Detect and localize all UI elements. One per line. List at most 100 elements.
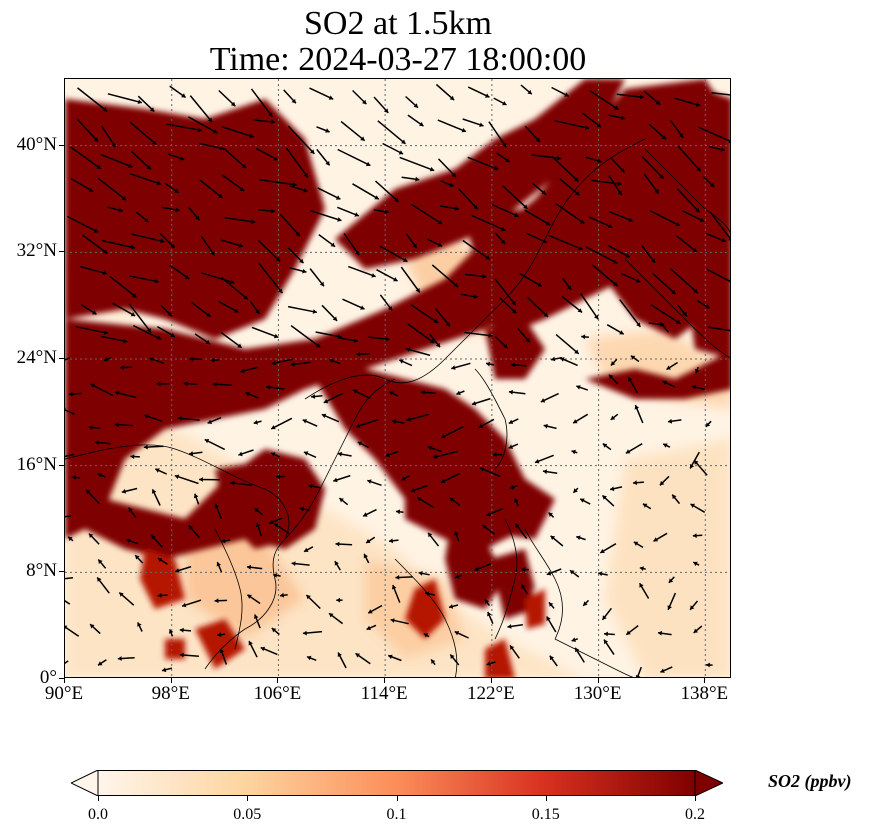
- wind-arrow-head: [339, 498, 344, 503]
- wind-arrow: [591, 264, 619, 287]
- wind-arrow: [200, 272, 235, 284]
- wind-arrow-head: [214, 598, 219, 604]
- wind-arrow: [591, 179, 622, 186]
- wind-arrow: [189, 95, 213, 123]
- wind-arrow-head: [610, 486, 615, 492]
- wind-arrow-head: [693, 561, 698, 567]
- wind-arrow: [259, 179, 297, 186]
- wind-arrow-head: [473, 204, 478, 210]
- wind-arrow-head: [578, 245, 583, 251]
- colorbar-tick-mark: [247, 796, 249, 801]
- wind-arrow: [464, 331, 493, 337]
- wind-arrow-head: [385, 452, 390, 458]
- wind-arrow-head: [574, 177, 579, 182]
- wind-arrow-head: [254, 508, 259, 513]
- lat-tick-mark: [59, 251, 64, 253]
- wind-arrow-head: [126, 538, 131, 544]
- wind-arrow-head: [306, 595, 311, 600]
- wind-arrow-head: [425, 591, 430, 597]
- lon-tick-mark: [490, 678, 492, 683]
- wind-arrow-head: [216, 562, 221, 567]
- wind-arrow-head: [356, 351, 361, 357]
- wind-arrow-head: [207, 419, 213, 424]
- wind-arrow-head: [455, 574, 460, 579]
- wind-arrow-head: [660, 322, 665, 327]
- wind-arrow-head: [487, 611, 492, 617]
- wind-arrow-head: [576, 385, 581, 390]
- wind-arrow-head: [388, 306, 393, 311]
- wind-arrow-head: [388, 654, 393, 660]
- wind-arrow: [711, 92, 730, 96]
- wind-arrow: [174, 474, 199, 485]
- wind-arrow-head: [175, 568, 180, 573]
- wind-vectors: [65, 83, 730, 677]
- wind-arrow: [250, 88, 274, 118]
- wind-arrow-head: [581, 334, 586, 340]
- wind-arrow-head: [423, 633, 429, 638]
- wind-arrow-head: [214, 503, 219, 509]
- wind-arrow-head: [365, 161, 371, 167]
- wind-arrow: [128, 303, 152, 333]
- wind-arrow-head: [363, 512, 368, 517]
- wind-arrow-head: [323, 398, 329, 404]
- wind-arrow-head: [543, 312, 548, 317]
- wind-arrow-head: [667, 605, 672, 610]
- wind-arrow-head: [503, 343, 508, 349]
- wind-arrow-head: [280, 592, 285, 598]
- wind-arrow-head: [441, 434, 446, 439]
- wind-arrow: [588, 216, 613, 229]
- lon-tick-label: 90°E: [44, 683, 84, 704]
- wind-arrow-head: [549, 602, 554, 607]
- wind-arrow-head: [302, 630, 307, 636]
- wind-arrow-head: [385, 336, 390, 342]
- wind-arrow-head: [291, 561, 296, 566]
- wind-arrow-head: [360, 305, 365, 310]
- wind-arrow-head: [694, 460, 699, 465]
- wind-arrow-head: [537, 282, 542, 287]
- so2-field-map: [65, 79, 730, 677]
- wind-arrow: [435, 83, 455, 101]
- wind-arrow-head: [617, 181, 622, 187]
- wind-arrow-head: [93, 228, 99, 233]
- wind-arrow-head: [546, 616, 551, 621]
- wind-arrow-head: [238, 243, 244, 248]
- wind-arrow-head: [130, 244, 135, 250]
- wind-arrow-head: [696, 167, 701, 172]
- wind-arrow-head: [230, 279, 235, 285]
- wind-arrow-head: [720, 147, 725, 152]
- lon-tick-label: 122°E: [467, 683, 515, 704]
- wind-arrow-head: [354, 212, 359, 217]
- wind-arrow: [649, 210, 681, 227]
- wind-arrow-head: [642, 503, 648, 508]
- wind-arrow: [585, 246, 618, 264]
- wind-arrow-head: [706, 662, 710, 668]
- wind-arrow-head: [213, 129, 218, 134]
- wind-arrow-head: [393, 277, 398, 282]
- wind-arrow-head: [709, 182, 715, 187]
- wind-arrow-head: [401, 139, 406, 144]
- wind-arrow: [90, 383, 114, 397]
- wind-arrow-head: [207, 117, 213, 123]
- wind-arrow-head: [271, 119, 276, 125]
- wind-arrow-head: [523, 204, 528, 209]
- wind-arrow-head: [199, 477, 203, 482]
- wind-arrow: [81, 234, 108, 255]
- wind-arrow-head: [255, 309, 260, 314]
- wind-arrow-head: [337, 451, 342, 457]
- wind-arrow-head: [626, 630, 631, 635]
- wind-arrow-head: [303, 188, 308, 193]
- wind-arrow-head: [336, 597, 341, 603]
- wind-arrow-head: [240, 368, 245, 374]
- wind-arrow-head: [478, 423, 484, 428]
- wind-arrow: [80, 265, 108, 275]
- lon-tick-mark: [704, 678, 706, 683]
- wind-arrow-head: [167, 312, 173, 317]
- wind-arrow-head: [412, 243, 417, 249]
- wind-arrow-head: [312, 309, 317, 314]
- wind-arrow-head: [399, 359, 404, 364]
- wind-arrow-head: [635, 278, 641, 283]
- wind-arrow: [70, 177, 94, 193]
- wind-arrow-head: [90, 624, 95, 629]
- wind-arrow-head: [253, 420, 258, 425]
- wind-arrow-head: [269, 519, 274, 525]
